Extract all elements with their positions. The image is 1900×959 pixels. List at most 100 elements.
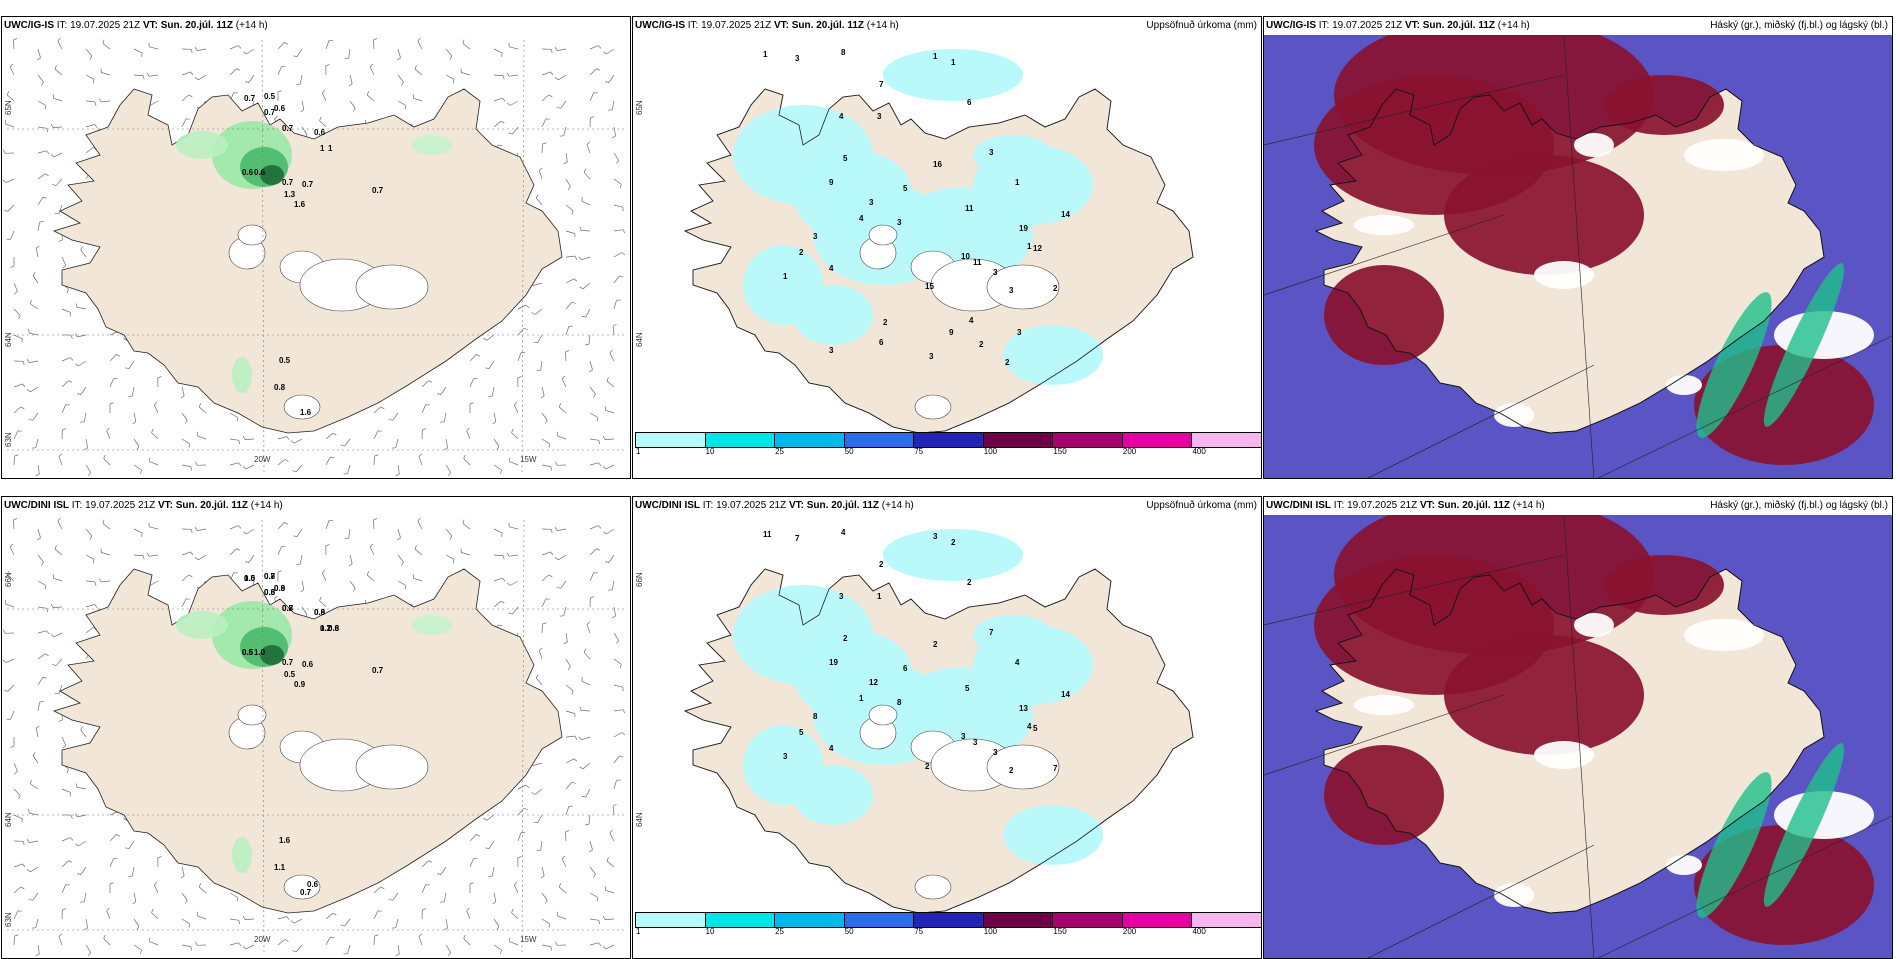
value-label: 4: [829, 264, 834, 273]
wind-barb: [38, 945, 39, 954]
wind-barb: [104, 939, 110, 946]
wind-barb: [14, 763, 17, 771]
wind-barb: [373, 520, 374, 529]
value-label: 0.6: [314, 128, 326, 137]
value-label: 12: [869, 678, 878, 687]
wind-barb: [86, 581, 95, 582]
wind-barb: [30, 387, 38, 392]
wind-barb: [23, 841, 24, 845]
wind-barb: [589, 335, 590, 344]
wind-barb: [590, 549, 597, 555]
wind-barb: [134, 413, 136, 422]
wind-barb: [86, 465, 91, 473]
value-label: 0.6: [242, 648, 254, 657]
wind-barb: [599, 920, 600, 924]
colorbar-tick: 25: [775, 447, 784, 456]
wind-barb: [31, 784, 39, 789]
low-cloud: [1354, 695, 1414, 715]
wind-barb: [543, 623, 547, 624]
wind-barb: [62, 885, 66, 893]
value-label: 4: [839, 112, 844, 121]
wind-barb: [597, 418, 598, 422]
wind-barb: [84, 928, 88, 930]
wind-barb: [398, 529, 401, 538]
value-label: 0.7: [282, 124, 294, 133]
low-cloud: [1494, 883, 1534, 907]
wind-barb: [551, 467, 552, 471]
wind-barb: [86, 919, 88, 928]
wind-barb: [278, 523, 284, 530]
wind-barb: [623, 207, 624, 211]
wind-barb: [107, 911, 110, 919]
value-label: 1.6: [279, 836, 291, 845]
wind-barb: [398, 75, 404, 82]
wind-barb: [564, 127, 566, 136]
wind-barb: [551, 72, 554, 75]
wind-barb: [278, 91, 282, 92]
wind-barb: [300, 75, 302, 84]
wind-barb: [341, 925, 345, 926]
wind-barb: [564, 607, 566, 616]
wind-barb: [80, 422, 84, 423]
wind-barb: [195, 47, 197, 51]
value-label: 2: [1053, 284, 1058, 293]
wind-barb: [104, 935, 106, 939]
value-label: 7: [879, 80, 884, 89]
low-cloud: [1684, 139, 1764, 171]
wind-barb: [181, 876, 184, 878]
wind-barb: [537, 850, 541, 851]
wind-barb: [77, 394, 81, 395]
wind-barb: [572, 211, 573, 215]
wind-barb: [367, 95, 374, 101]
wind-barb: [429, 381, 433, 383]
wind-barb: [47, 151, 49, 154]
wind-barb: [134, 945, 142, 950]
wind-barb: [302, 581, 304, 590]
wind-barb: [590, 526, 598, 529]
wind-barb: [348, 945, 351, 954]
wind-barb: [42, 562, 44, 565]
value-label: 2: [951, 538, 956, 547]
precip-patch: [232, 837, 252, 873]
wind-barb: [605, 919, 614, 920]
wind-barb: [549, 444, 550, 448]
high-cloud: [1444, 635, 1644, 755]
wind-barb: [32, 928, 36, 929]
wind-barb: [95, 102, 96, 106]
low-cloud: [1534, 741, 1594, 769]
wind-barb: [607, 529, 615, 534]
wind-barb: [467, 908, 470, 911]
lat-label: 64N: [4, 332, 13, 347]
wind-barb: [345, 439, 351, 446]
value-label: 5: [903, 184, 908, 193]
wind-barb: [448, 473, 450, 476]
lat-label: 64N: [4, 812, 13, 827]
wind-barb: [501, 601, 505, 603]
wind-barb: [594, 394, 596, 397]
wind-barb: [154, 882, 157, 885]
wind-barb: [198, 436, 207, 439]
value-label: 14: [1061, 690, 1070, 699]
wind-barb: [419, 454, 422, 457]
lat-label: 66N: [635, 572, 644, 587]
wind-barb: [582, 681, 590, 685]
wind-barb: [4, 210, 8, 212]
wind-barb: [514, 402, 517, 405]
wind-barb: [565, 350, 569, 352]
wind-barb: [590, 117, 594, 118]
wind-barb: [614, 276, 620, 283]
wind-barb: [107, 908, 110, 911]
wind-barb: [38, 607, 47, 608]
wind-barb: [584, 649, 586, 653]
lat-label: 66N: [4, 572, 13, 587]
wind-barb: [52, 184, 56, 185]
wind-barb: [51, 124, 53, 128]
wind-barb: [494, 465, 502, 470]
wind-barb: [37, 538, 40, 540]
wind-barb: [518, 808, 524, 815]
wind-barb: [599, 463, 601, 466]
wind-barb: [230, 919, 239, 920]
wind-barb: [333, 913, 337, 915]
wind-barb: [598, 526, 601, 529]
